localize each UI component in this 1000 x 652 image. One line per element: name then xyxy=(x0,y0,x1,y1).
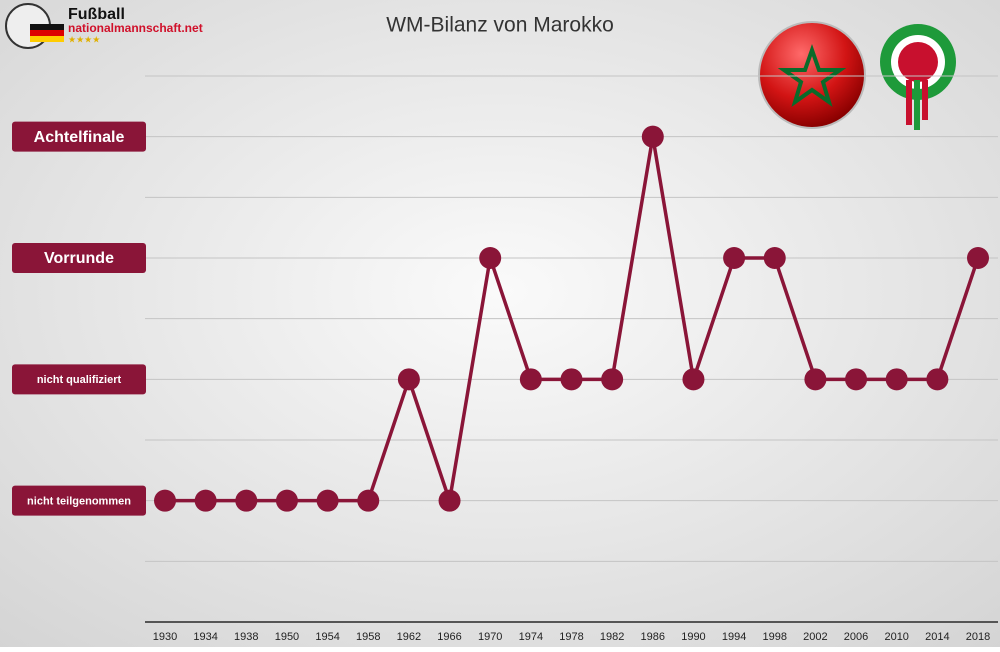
point xyxy=(641,125,664,148)
logo-stars: ★★★★ xyxy=(68,34,100,44)
x-tick-label: 1978 xyxy=(559,631,583,643)
y-tick-box xyxy=(12,485,146,516)
point xyxy=(926,368,949,391)
x-tick-label: 2002 xyxy=(803,631,827,643)
point xyxy=(845,368,868,391)
x-tick-label: 1966 xyxy=(437,631,461,643)
flag-ball xyxy=(758,21,866,129)
point xyxy=(479,247,502,269)
point xyxy=(438,489,461,512)
point xyxy=(519,368,542,391)
logo: Fußball nationalmannschaft.net ★★★★ xyxy=(5,3,203,49)
y-tick-label: nicht teilgenommen xyxy=(27,496,131,508)
flag-stripe xyxy=(30,30,64,36)
x-tick-label: 1958 xyxy=(356,631,380,643)
flag-stripe xyxy=(30,24,64,30)
point xyxy=(275,489,298,512)
x-tick-label: 1934 xyxy=(193,631,217,643)
logo-bar xyxy=(906,80,912,125)
x-tick-label: 1962 xyxy=(397,631,421,643)
point xyxy=(397,368,420,391)
point xyxy=(804,368,827,391)
logo-bar xyxy=(922,80,928,120)
point xyxy=(601,368,624,391)
star xyxy=(777,43,847,107)
logo-bar xyxy=(914,80,920,130)
x-tick-label: 1938 xyxy=(234,631,258,643)
point xyxy=(967,247,989,269)
flag-stripe xyxy=(30,36,64,42)
point xyxy=(194,489,217,512)
logo-center xyxy=(898,42,938,82)
logo-title: Fußball xyxy=(68,6,125,23)
x-tick-label: 1982 xyxy=(600,631,624,643)
x-tick-label: 1954 xyxy=(315,631,339,643)
x-tick-label: 1986 xyxy=(641,631,665,643)
point xyxy=(357,489,380,512)
y-tick-label: nicht qualifiziert xyxy=(37,374,122,386)
chart-title: WM-Bilanz von Marokko xyxy=(386,14,614,37)
y-tick-label: Vorrunde xyxy=(44,250,114,267)
logo-subtitle: nationalmannschaft.net xyxy=(68,21,203,35)
morocco-flag xyxy=(758,21,866,129)
x-tick-label: 1930 xyxy=(153,631,177,643)
x-tick-label: 2018 xyxy=(966,631,990,643)
y-tick-box xyxy=(12,364,146,395)
point xyxy=(885,368,908,391)
x-tick-label: 2014 xyxy=(925,631,949,643)
x-tick-label: 1990 xyxy=(681,631,705,643)
x-tick-label: 1974 xyxy=(519,631,543,643)
x-tick-label: 2010 xyxy=(884,631,908,643)
point xyxy=(560,368,583,391)
point xyxy=(723,247,746,269)
point xyxy=(763,247,786,269)
y-tick-label: Achtelfinale xyxy=(34,129,125,146)
point xyxy=(154,489,176,512)
point xyxy=(316,489,339,512)
point xyxy=(235,489,258,512)
x-tick-label: 2006 xyxy=(844,631,868,643)
point xyxy=(682,368,705,391)
x-tick-label: 1970 xyxy=(478,631,502,643)
x-tick-label: 1950 xyxy=(275,631,299,643)
y-tick-box xyxy=(12,243,146,273)
x-tick-label: 1994 xyxy=(722,631,746,643)
x-tick-label: 1998 xyxy=(763,631,787,643)
y-tick-box xyxy=(12,121,146,152)
